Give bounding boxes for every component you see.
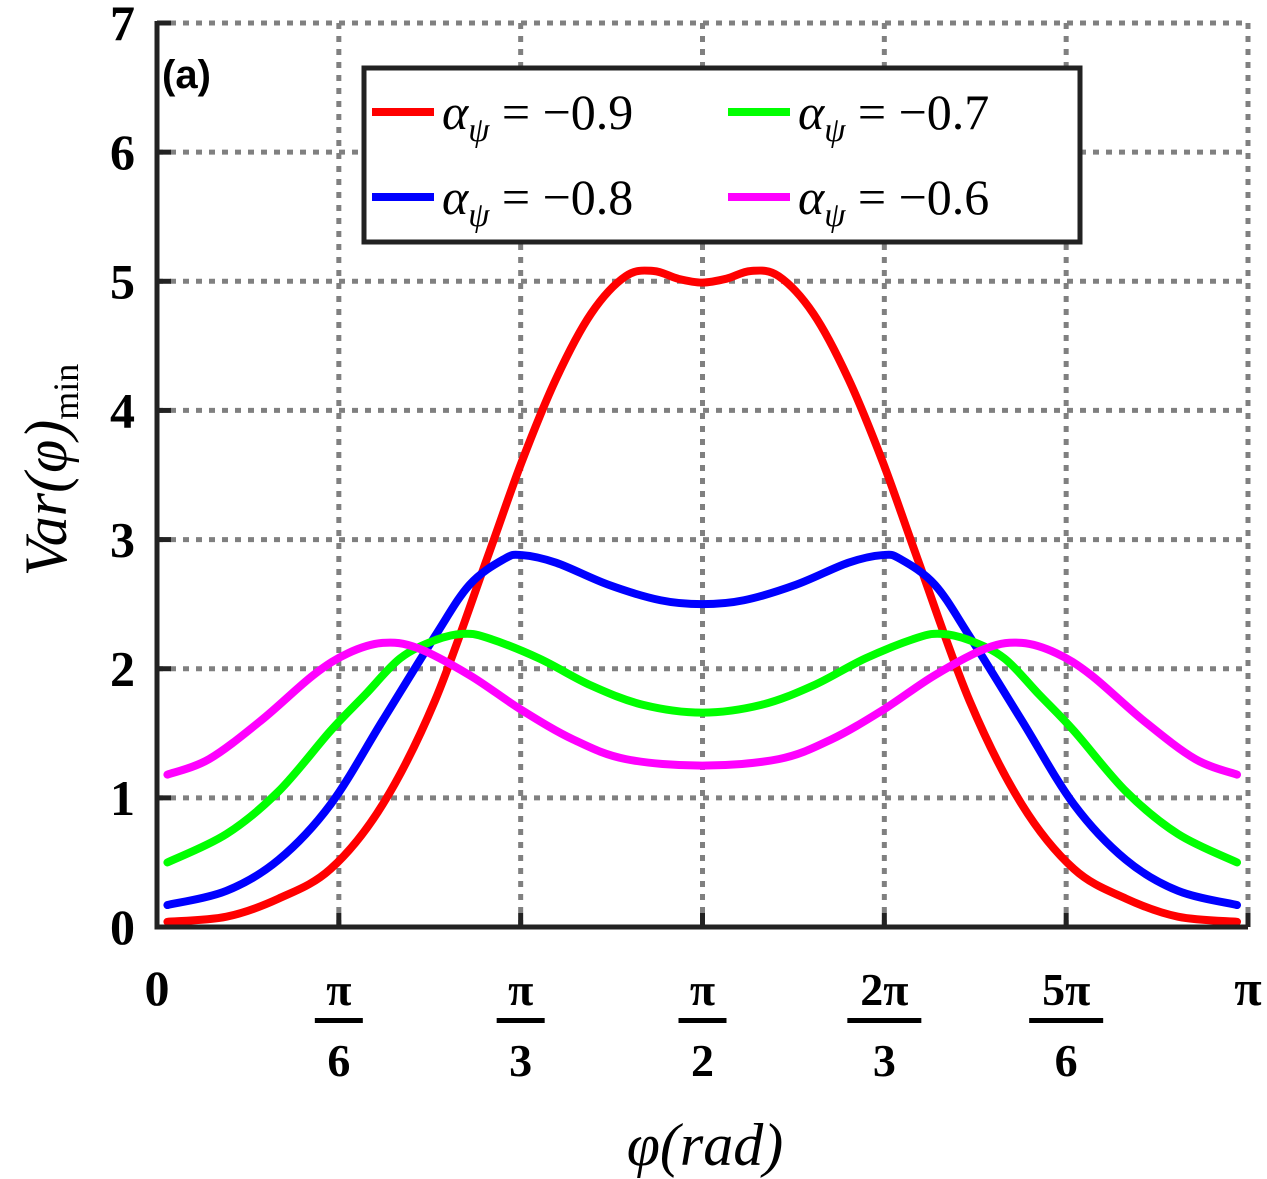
legend-label-3: αψ = −0.6 <box>798 169 989 234</box>
x-tick-numerator-2: π <box>508 964 533 1015</box>
legend-psi-3: ψ <box>824 197 846 234</box>
legend-alpha-2: α <box>798 84 826 140</box>
x-tick-denominator-4: 3 <box>873 1035 896 1086</box>
series-line-1 <box>163 550 1242 910</box>
legend-psi-2: ψ <box>824 112 846 149</box>
x-tick-numerator-4: 2π <box>860 964 908 1015</box>
panel-label: (a) <box>162 53 211 97</box>
legend-value-0: = −0.9 <box>489 84 633 140</box>
series-line-0 <box>163 266 1242 926</box>
x-tick-fraction-bar-5 <box>1029 1018 1104 1023</box>
x-tick-fraction-bar-3 <box>678 1018 727 1023</box>
x-axis-label: φ(rad) <box>627 1112 784 1178</box>
x-tick-numerator-3: π <box>690 964 715 1015</box>
legend-value-2: = −0.7 <box>845 84 989 140</box>
y-tick-label-4: 4 <box>110 382 135 438</box>
legend-label-0: αψ = −0.9 <box>442 84 633 149</box>
x-tick-label-1: π6 <box>314 964 363 1086</box>
legend-alpha-1: α <box>442 169 470 225</box>
x-axis-label-text: φ(rad) <box>627 1112 784 1178</box>
x-tick-fraction-bar-1 <box>314 1018 363 1023</box>
y-tick-label-7: 7 <box>110 0 135 51</box>
legend: αψ = −0.9αψ = −0.8αψ = −0.7αψ = −0.6 <box>361 65 1083 245</box>
legend-entry-1: αψ = −0.8 <box>372 169 633 234</box>
axes <box>154 20 1251 930</box>
x-tick-denominator-1: 6 <box>327 1035 350 1086</box>
x-tick-numerator-1: π <box>326 964 351 1015</box>
y-axis-label-subscript: min <box>46 364 86 420</box>
data-series <box>163 266 1242 926</box>
y-axis-label: Var(φ)min <box>13 364 86 577</box>
x-tick-fraction-bar-4 <box>847 1018 922 1023</box>
legend-entry-2: αψ = −0.7 <box>728 84 989 149</box>
series-line-3 <box>163 638 1242 779</box>
x-tick-label-5: 5π6 <box>1029 964 1104 1086</box>
legend-value-1: = −0.8 <box>489 169 633 225</box>
x-tick-denominator-3: 2 <box>691 1035 714 1086</box>
y-tick-label-2: 2 <box>110 641 135 697</box>
x-tick-label-4: 2π3 <box>847 964 922 1086</box>
legend-alpha-3: α <box>798 169 826 225</box>
legend-entry-0: αψ = −0.9 <box>372 84 633 149</box>
legend-box <box>361 65 1083 245</box>
x-tick-denominator-2: 3 <box>509 1035 532 1086</box>
x-tick-text-0: 0 <box>145 960 170 1016</box>
legend-psi-1: ψ <box>468 197 490 234</box>
y-tick-label-3: 3 <box>110 512 135 568</box>
y-tick-label-0: 0 <box>110 899 135 955</box>
legend-label-2: αψ = −0.7 <box>798 84 989 149</box>
x-tick-label-6: π <box>1234 960 1261 1016</box>
x-tick-label-3: π2 <box>678 964 727 1086</box>
legend-psi-0: ψ <box>468 112 490 149</box>
x-tick-denominator-5: 6 <box>1055 1035 1078 1086</box>
x-tick-label-2: π3 <box>496 964 545 1086</box>
x-tick-text-6: π <box>1234 960 1261 1016</box>
y-axis-label-main: Var(φ) <box>13 420 79 577</box>
y-tick-label-6: 6 <box>110 124 135 180</box>
series-line-2 <box>163 629 1242 867</box>
y-tick-label-1: 1 <box>110 770 135 826</box>
legend-alpha-0: α <box>442 84 470 140</box>
y-tick-label-5: 5 <box>110 253 135 309</box>
y-axis-label-text: Var(φ)min <box>13 364 86 577</box>
legend-entry-3: αψ = −0.6 <box>728 169 989 234</box>
legend-value-3: = −0.6 <box>845 169 989 225</box>
x-tick-fraction-bar-2 <box>496 1018 545 1023</box>
x-tick-numerator-5: 5π <box>1042 964 1090 1015</box>
legend-label-1: αψ = −0.8 <box>442 169 633 234</box>
x-tick-label-0: 0 <box>145 960 170 1016</box>
